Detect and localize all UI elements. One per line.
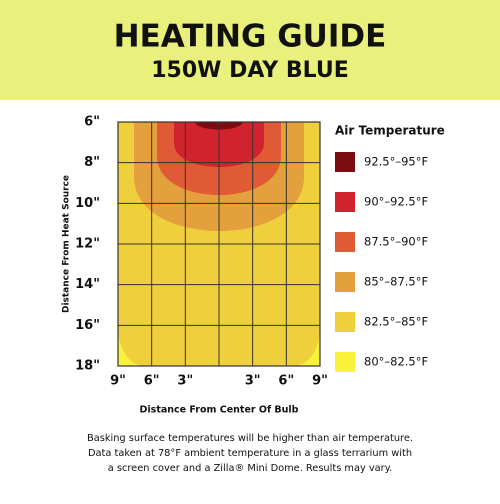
header-band <box>0 0 500 100</box>
x-tick-label: 9" <box>110 374 126 389</box>
legend-swatch <box>335 232 355 252</box>
y-tick-label: 10" <box>75 196 100 211</box>
x-tick-label: 3" <box>245 374 261 389</box>
x-tick-label: 6" <box>278 374 294 389</box>
legend-label: 92.5°–95°F <box>364 155 428 169</box>
plot-border <box>117 121 321 367</box>
legend-title: Air Temperature <box>335 124 445 138</box>
legend-swatch <box>335 272 355 292</box>
y-tick-label: 14" <box>75 277 100 292</box>
y-axis-label: Distance From Heat Source <box>62 175 72 313</box>
chart-subtitle: 150W DAY BLUE <box>151 58 349 83</box>
x-axis-label: Distance From Center Of Bulb <box>140 405 299 416</box>
legend-label: 85°–87.5°F <box>364 275 428 289</box>
x-tick-label: 9" <box>312 374 328 389</box>
footnote-line: Basking surface temperatures will be hig… <box>87 433 413 444</box>
footnote-line: Data taken at 78°F ambient temperature i… <box>88 448 412 459</box>
legend-label: 87.5°–90°F <box>364 235 428 249</box>
legend-label: 80°–82.5°F <box>364 355 428 369</box>
y-tick-label: 8" <box>84 155 100 170</box>
legend-swatch <box>335 152 355 172</box>
y-tick-label: 6" <box>84 115 100 130</box>
y-tick-label: 12" <box>75 237 100 252</box>
legend-label: 90°–92.5°F <box>364 195 428 209</box>
contour-region <box>118 332 142 366</box>
x-tick-label: 3" <box>177 374 193 389</box>
legend-swatch <box>335 352 355 372</box>
chart-title: HEATING GUIDE <box>114 19 387 55</box>
legend-swatch <box>335 312 355 332</box>
y-tick-label: 18" <box>75 359 100 374</box>
x-tick-label: 6" <box>144 374 160 389</box>
legend-label: 82.5°–85°F <box>364 315 428 329</box>
legend-swatch <box>335 192 355 212</box>
y-tick-label: 16" <box>75 318 100 333</box>
contour-region <box>296 332 320 366</box>
footnote-line: a screen cover and a Zilla® Mini Dome. R… <box>108 463 392 474</box>
